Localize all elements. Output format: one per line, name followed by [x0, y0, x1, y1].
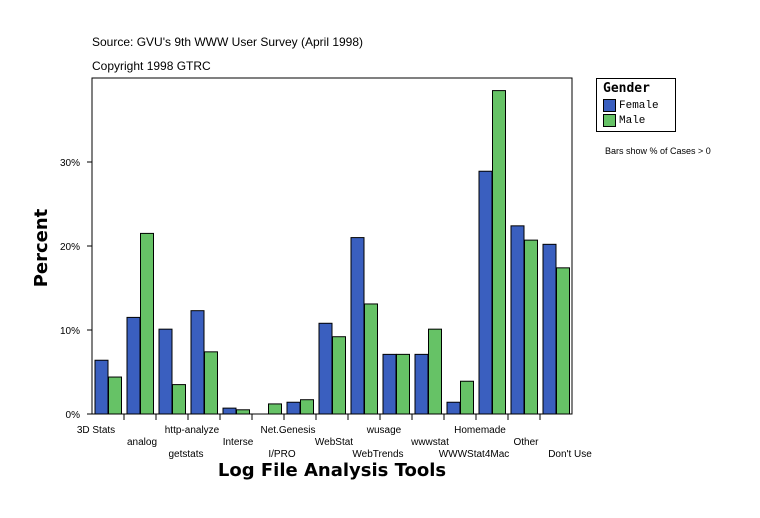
bar-male — [300, 399, 314, 415]
y-tick-label: 20% — [60, 242, 80, 253]
y-tick-label: 30% — [60, 158, 80, 169]
bar-female — [446, 401, 461, 415]
x-tick-label: Other — [513, 437, 539, 448]
bar-male — [268, 403, 282, 415]
bar-female — [382, 353, 397, 415]
y-axis-label: Percent — [31, 208, 52, 287]
bar-female — [222, 407, 237, 415]
bar-male — [140, 232, 154, 415]
legend-item-female: Female — [603, 99, 659, 112]
chart-copyright: Copyright 1998 GTRC — [92, 59, 211, 73]
legend-swatch-male — [603, 114, 616, 127]
legend: Gender Female Male — [596, 78, 676, 132]
x-tick-label: wusage — [366, 425, 402, 436]
bar-male — [524, 239, 538, 415]
y-tick-label: 0% — [66, 410, 81, 421]
x-tick-label: Net.Genesis — [260, 425, 315, 436]
bar-female — [478, 170, 493, 415]
y-tick-label: 10% — [60, 326, 80, 337]
bar-male — [204, 351, 218, 415]
bar-male — [492, 90, 506, 415]
bar-female — [286, 401, 301, 415]
x-tick-label: analog — [127, 437, 157, 448]
bar-female — [126, 316, 141, 415]
x-tick-label: Interse — [223, 437, 254, 448]
x-tick-label: getstats — [168, 449, 203, 460]
x-tick-label: WWWStat4Mac — [439, 449, 510, 460]
chart-note: Bars show % of Cases > 0 — [605, 146, 711, 156]
bar-male — [236, 409, 250, 415]
bar-female — [190, 310, 205, 415]
x-tick-label: WebTrends — [352, 449, 403, 460]
bar-male — [460, 380, 474, 415]
x-tick-label: wwwstat — [410, 437, 449, 448]
x-axis-label: Log File Analysis Tools — [218, 460, 446, 481]
bar-female — [414, 353, 429, 415]
legend-item-male: Male — [603, 114, 645, 127]
bar-male — [172, 384, 186, 415]
legend-title: Gender — [603, 81, 650, 96]
legend-label: Female — [619, 99, 659, 112]
bar-male — [364, 303, 378, 415]
bar-female — [510, 225, 525, 415]
x-tick-label: Don't Use — [548, 449, 592, 460]
bar-male — [396, 353, 410, 415]
chart-source: Source: GVU's 9th WWW User Survey (April… — [92, 35, 364, 49]
x-tick-label: I/PRO — [268, 449, 295, 460]
bar-male — [108, 376, 122, 415]
x-tick-label: http-analyze — [165, 425, 220, 436]
bar-female — [94, 359, 109, 415]
bar-female — [318, 322, 333, 415]
legend-label: Male — [619, 114, 646, 127]
bar-male — [428, 328, 442, 415]
bar-male — [332, 336, 346, 415]
bar-female — [158, 328, 173, 415]
x-tick-label: 3D Stats — [77, 425, 115, 436]
bar-female — [350, 237, 365, 415]
bar-female — [542, 243, 557, 415]
legend-swatch-female — [603, 99, 616, 112]
x-tick-label: WebStat — [315, 437, 353, 448]
x-tick-label: Homemade — [454, 425, 506, 436]
bar-male — [556, 267, 570, 415]
